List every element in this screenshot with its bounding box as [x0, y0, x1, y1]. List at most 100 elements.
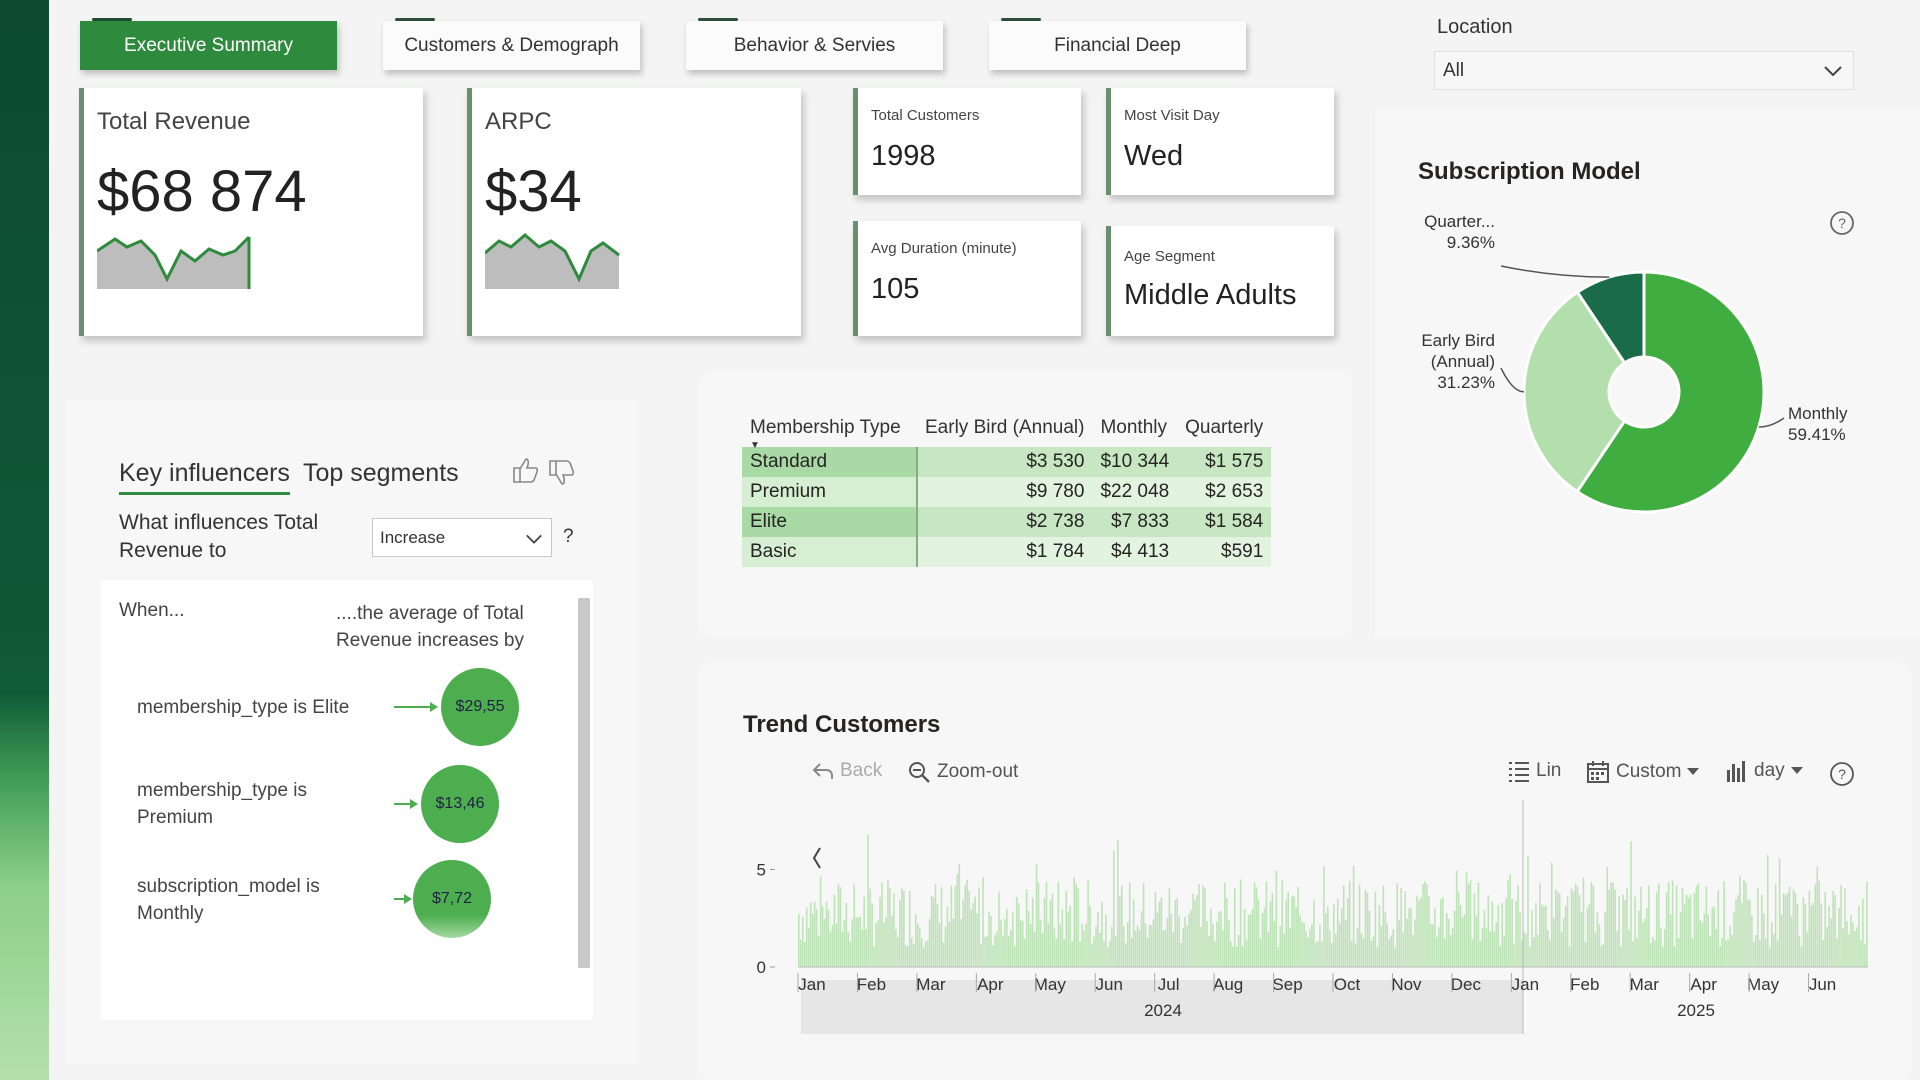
- trend-bar: [1838, 908, 1840, 967]
- cell: $1 575: [1177, 447, 1272, 477]
- trend-bar: [1814, 884, 1817, 967]
- trend-bar: [1303, 922, 1305, 967]
- influencer-condition[interactable]: membership_type is Premium: [137, 780, 308, 828]
- trend-bar: [1566, 896, 1569, 967]
- table-row[interactable]: Basic $1 784 $4 413 $591: [742, 537, 1272, 567]
- matrix-header[interactable]: Quarterly: [1185, 417, 1264, 438]
- trend-bar: [978, 887, 980, 967]
- trend-bar: [1541, 904, 1543, 967]
- trend-bar: [1247, 915, 1250, 967]
- trend-bar: [1578, 895, 1581, 967]
- trend-bar: [1251, 909, 1254, 967]
- thumbs-down-icon[interactable]: [547, 459, 577, 487]
- trend-bar: [1166, 918, 1169, 967]
- trend-bar: [1755, 935, 1757, 967]
- back-button[interactable]: Back: [812, 760, 882, 782]
- table-row[interactable]: Premium $9 780 $22 048 $2 653: [742, 477, 1272, 507]
- influencer-question: What influences Total Revenue to: [119, 511, 319, 562]
- trend-bar: [1477, 882, 1480, 967]
- arrow-right-icon: [394, 799, 418, 809]
- increase-dropdown[interactable]: Increase: [372, 518, 552, 557]
- trend-bar: [1259, 938, 1262, 967]
- trend-bar: [1416, 895, 1418, 967]
- tab-customers-demograph[interactable]: Customers & Demograph: [383, 18, 640, 70]
- trend-bar: [853, 884, 856, 967]
- trend-bar: [1253, 882, 1256, 967]
- trend-bar: [1263, 907, 1266, 967]
- trend-bar: [1126, 922, 1129, 967]
- trend-bar: [1434, 908, 1436, 967]
- lin-button[interactable]: Lin: [1508, 760, 1561, 782]
- tab-key-influencers[interactable]: Key influencers: [119, 459, 290, 495]
- influencer-bubble[interactable]: $13,46: [421, 765, 499, 843]
- trend-bar: [1406, 918, 1408, 967]
- cell: Standard: [742, 447, 918, 477]
- table-row[interactable]: Elite $2 738 $7 833 $1 584: [742, 507, 1272, 537]
- trend-bar: [1093, 936, 1095, 967]
- trend-bar: [1537, 934, 1539, 967]
- tab-behavior-servies[interactable]: Behavior & Servies: [686, 18, 943, 70]
- kpi-card-total-revenue: Total Revenue $68 874: [79, 88, 423, 336]
- zoom-out-button[interactable]: Zoom-out: [907, 760, 1018, 784]
- trend-bar: [1590, 881, 1593, 967]
- trend-bar: [1822, 940, 1825, 967]
- trend-bar: [1864, 943, 1866, 967]
- custom-button[interactable]: Custom: [1586, 760, 1700, 784]
- trend-bar: [1344, 920, 1347, 967]
- trend-bar: [986, 935, 988, 967]
- influencer-bubble[interactable]: $7,72: [413, 860, 491, 938]
- trend-bar: [1443, 938, 1446, 967]
- cell: $22 048: [1092, 477, 1178, 507]
- trend-bar: [1735, 899, 1737, 967]
- trend-bar: [805, 907, 808, 967]
- trend-bar: [1004, 919, 1006, 967]
- table-row[interactable]: Standard $3 530 $10 344 $1 575: [742, 447, 1272, 477]
- location-dropdown[interactable]: All: [1434, 51, 1854, 90]
- subscription-donut-chart[interactable]: Monthly 59.41% Early Bird (Annual) 31.23% Qua…: [1375, 180, 1920, 610]
- trend-bar: [1243, 908, 1246, 967]
- kpi-card-age-segment: Age Segment Middle Adults: [1106, 226, 1334, 336]
- help-text[interactable]: ?: [563, 526, 574, 547]
- trend-bar: [801, 917, 804, 967]
- matrix-header[interactable]: Membership Type ▼: [750, 417, 901, 451]
- trend-bar: [1144, 923, 1147, 967]
- trend-bar: [1277, 947, 1280, 967]
- trend-bar: [1198, 883, 1200, 967]
- trend-bar: [1186, 925, 1188, 967]
- matrix-header[interactable]: Early Bird (Annual): [925, 417, 1085, 438]
- trend-bar: [837, 884, 840, 967]
- scrollbar[interactable]: [578, 598, 590, 968]
- day-button[interactable]: day: [1726, 760, 1803, 782]
- trend-bar: [1119, 896, 1121, 967]
- tab-financial-deep[interactable]: Financial Deep: [989, 18, 1246, 70]
- tab-top-segments[interactable]: Top segments: [303, 459, 459, 487]
- trend-bar: [1612, 882, 1614, 967]
- cell: Elite: [742, 507, 918, 537]
- x-tick-label: Aug: [1213, 975, 1243, 994]
- trend-bar: [823, 918, 826, 967]
- trend-bar: [1327, 906, 1329, 967]
- calendar-icon: [1587, 761, 1609, 783]
- x-tick-label: Oct: [1334, 975, 1361, 994]
- trend-bar: [1311, 924, 1313, 967]
- trend-bar: [1235, 946, 1238, 967]
- kpi-card-avg-duration: Avg Duration (minute) 105: [853, 221, 1081, 336]
- thumbs-up-icon[interactable]: [511, 456, 541, 484]
- trend-bar: [1006, 908, 1008, 967]
- trend-bar: [1226, 898, 1228, 967]
- trend-customers-chart[interactable]: 0 5 Jan Feb Mar Apr May Jun Jul Aug Sep Oct Nov Dec Ja…: [740, 780, 1890, 1040]
- influencer-condition[interactable]: subscription_model is Monthly: [137, 876, 320, 924]
- help-icon[interactable]: ?: [1828, 209, 1856, 237]
- influencer-condition[interactable]: membership_type is Elite: [137, 697, 350, 718]
- influencer-bubble[interactable]: $29,55: [441, 668, 519, 746]
- trend-bar: [1634, 896, 1636, 967]
- tab-executive-summary[interactable]: Executive Summary: [80, 18, 337, 70]
- trend-bar: [1083, 930, 1085, 967]
- trend-bar: [1176, 897, 1179, 967]
- trend-bar: [1299, 915, 1301, 967]
- trend-bar: [1723, 881, 1725, 967]
- matrix-header[interactable]: Monthly: [1100, 417, 1167, 438]
- cell: Basic: [742, 537, 918, 567]
- help-icon[interactable]: ?: [1828, 760, 1856, 788]
- trend-bar: [1547, 929, 1549, 967]
